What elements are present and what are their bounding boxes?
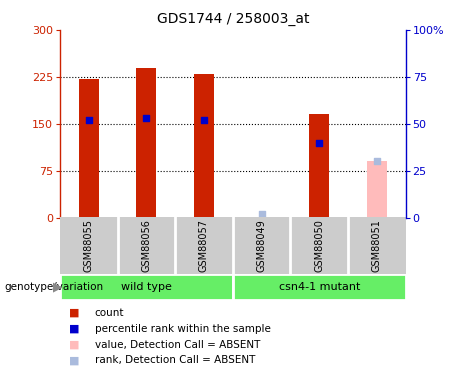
Text: value, Detection Call = ABSENT: value, Detection Call = ABSENT [95, 340, 260, 350]
Point [200, 117, 207, 123]
Text: ▶: ▶ [53, 280, 63, 293]
Text: ■: ■ [69, 308, 80, 318]
Bar [136, 68, 156, 218]
Text: ■: ■ [69, 340, 80, 350]
Bar [309, 114, 329, 218]
Text: GSM88055: GSM88055 [84, 219, 94, 272]
Bar [60, 274, 233, 300]
Bar [367, 161, 387, 218]
Point [258, 211, 266, 217]
Text: count: count [95, 308, 124, 318]
Text: ■: ■ [69, 356, 80, 365]
Text: GSM88049: GSM88049 [257, 219, 266, 272]
Text: rank, Detection Call = ABSENT: rank, Detection Call = ABSENT [95, 356, 255, 365]
Text: GSM88051: GSM88051 [372, 219, 382, 272]
Point [373, 158, 381, 164]
Bar [194, 74, 214, 217]
Point [142, 115, 150, 121]
Bar [79, 79, 99, 218]
Text: csn4-1 mutant: csn4-1 mutant [278, 282, 360, 292]
Text: percentile rank within the sample: percentile rank within the sample [95, 324, 271, 334]
Title: GDS1744 / 258003_at: GDS1744 / 258003_at [157, 12, 309, 26]
Text: wild type: wild type [121, 282, 172, 292]
Text: GSM88057: GSM88057 [199, 219, 209, 272]
Text: GSM88050: GSM88050 [314, 219, 324, 272]
Point [315, 140, 323, 146]
Text: genotype/variation: genotype/variation [5, 282, 104, 292]
Text: ■: ■ [69, 324, 80, 334]
Point [85, 117, 92, 123]
Bar [233, 274, 406, 300]
Text: GSM88056: GSM88056 [142, 219, 151, 272]
